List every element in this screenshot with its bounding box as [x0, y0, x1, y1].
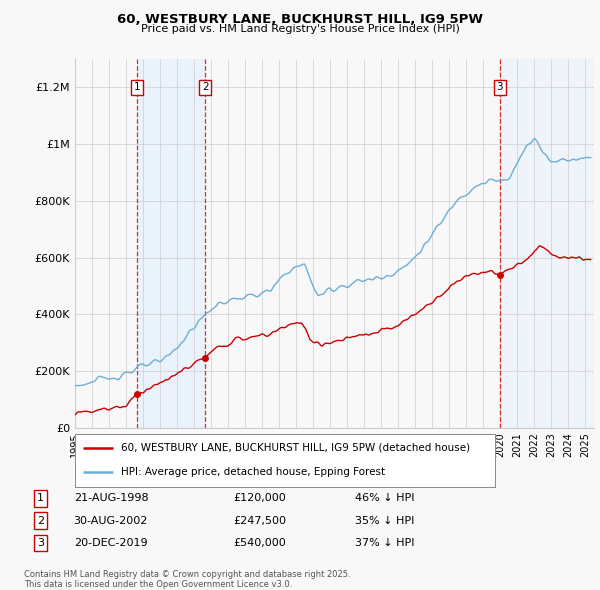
Text: £247,500: £247,500 [234, 516, 287, 526]
Text: 1: 1 [134, 83, 140, 93]
Text: £540,000: £540,000 [234, 538, 287, 548]
Text: Price paid vs. HM Land Registry's House Price Index (HPI): Price paid vs. HM Land Registry's House … [140, 24, 460, 34]
Text: 3: 3 [497, 83, 503, 93]
Text: Contains HM Land Registry data © Crown copyright and database right 2025.
This d: Contains HM Land Registry data © Crown c… [24, 570, 350, 589]
Text: 35% ↓ HPI: 35% ↓ HPI [355, 516, 415, 526]
Text: 37% ↓ HPI: 37% ↓ HPI [355, 538, 415, 548]
Text: 2: 2 [37, 516, 44, 526]
Text: 3: 3 [37, 538, 44, 548]
Text: 30-AUG-2002: 30-AUG-2002 [74, 516, 148, 526]
Bar [137, 59, 205, 428]
Bar [500, 59, 594, 428]
Text: 21-AUG-1998: 21-AUG-1998 [74, 493, 148, 503]
Text: 60, WESTBURY LANE, BUCKHURST HILL, IG9 5PW (detached house): 60, WESTBURY LANE, BUCKHURST HILL, IG9 5… [121, 443, 470, 453]
Text: HPI: Average price, detached house, Epping Forest: HPI: Average price, detached house, Eppi… [121, 467, 385, 477]
Text: 46% ↓ HPI: 46% ↓ HPI [355, 493, 415, 503]
Text: 60, WESTBURY LANE, BUCKHURST HILL, IG9 5PW: 60, WESTBURY LANE, BUCKHURST HILL, IG9 5… [117, 13, 483, 26]
Text: 20-DEC-2019: 20-DEC-2019 [74, 538, 148, 548]
Text: 1: 1 [37, 493, 44, 503]
Text: 2: 2 [202, 83, 209, 93]
Text: £120,000: £120,000 [234, 493, 287, 503]
